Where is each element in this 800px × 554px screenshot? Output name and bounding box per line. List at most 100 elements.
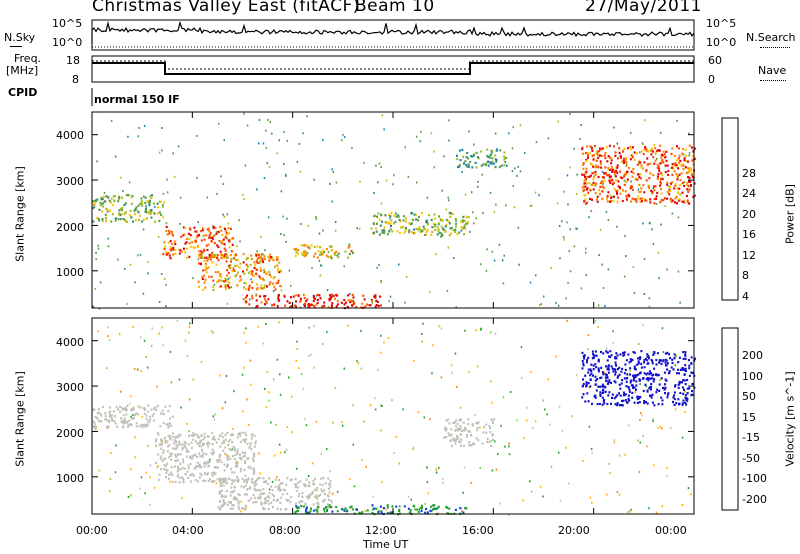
- data-cell: [207, 461, 210, 465]
- data-cell: [158, 219, 161, 223]
- data-cell: [224, 479, 227, 482]
- data-cell: [685, 393, 688, 396]
- data-cell: [290, 305, 293, 309]
- data-cell: [240, 500, 242, 503]
- data-cell: [593, 145, 596, 148]
- data-cell: [666, 466, 668, 469]
- data-cell: [398, 508, 401, 511]
- data-cell: [675, 354, 677, 357]
- data-cell: [228, 232, 230, 235]
- data-cell: [655, 511, 658, 514]
- data-cell: [224, 284, 227, 287]
- data-cell: [617, 180, 620, 183]
- data-cell: [387, 337, 390, 339]
- data-cell: [394, 212, 397, 215]
- data-cell: [627, 394, 630, 397]
- data-cell: [688, 144, 691, 147]
- data-cell: [379, 505, 382, 508]
- data-cell: [177, 145, 180, 148]
- data-cell: [559, 499, 562, 502]
- power-cb-tick-28: 28: [742, 167, 756, 180]
- data-cell: [623, 351, 626, 354]
- data-cell: [217, 438, 220, 441]
- data-cell: [389, 295, 392, 298]
- data-cell: [352, 296, 355, 299]
- data-cell: [213, 418, 216, 421]
- data-cell: [259, 489, 262, 492]
- data-cell: [161, 149, 163, 152]
- data-cell: [392, 222, 395, 225]
- data-cell: [569, 112, 571, 115]
- data-cell: [679, 179, 682, 182]
- data-cell: [686, 201, 689, 204]
- data-cell: [165, 222, 168, 225]
- data-cell: [108, 339, 111, 342]
- data-cell: [267, 499, 269, 502]
- data-cell: [626, 377, 629, 380]
- data-cell: [268, 259, 271, 262]
- data-cell: [414, 508, 416, 511]
- data-cell: [444, 428, 447, 431]
- data-cell: [225, 278, 228, 281]
- data-cell: [273, 285, 276, 288]
- data-cell: [408, 511, 411, 514]
- data-cell: [675, 372, 678, 375]
- data-cell: [232, 237, 235, 240]
- data-cell: [674, 408, 677, 411]
- data-cell: [226, 503, 229, 506]
- data-cell: [215, 263, 218, 266]
- data-cell: [332, 294, 335, 297]
- data-cell: [529, 281, 532, 284]
- data-cell: [208, 275, 210, 278]
- data-cell: [305, 424, 308, 427]
- data-cell: [101, 197, 104, 200]
- data-cell: [224, 249, 227, 252]
- data-cell: [285, 483, 288, 486]
- data-cell: [490, 162, 493, 165]
- data-cell: [677, 386, 680, 389]
- data-cell: [682, 357, 685, 360]
- data-cell: [417, 228, 420, 231]
- data-cell: [668, 186, 670, 189]
- data-cell: [184, 226, 187, 229]
- data-cell: [232, 445, 235, 449]
- data-cell: [380, 281, 382, 284]
- data-cell: [681, 200, 684, 203]
- data-cell: [322, 500, 325, 503]
- data-cell: [351, 300, 354, 303]
- data-cell: [336, 303, 339, 306]
- data-cell: [258, 119, 261, 121]
- data-cell: [637, 357, 639, 360]
- data-cell: [278, 487, 280, 490]
- data-cell: [127, 194, 130, 197]
- data-cell: [669, 198, 672, 201]
- data-cell: [119, 218, 122, 221]
- data-cell: [278, 270, 281, 274]
- data-cell: [101, 218, 104, 221]
- data-cell: [488, 156, 491, 159]
- data-cell: [229, 254, 232, 257]
- data-cell: [637, 362, 640, 365]
- data-cell: [628, 399, 631, 402]
- data-cell: [616, 190, 618, 193]
- data-cell: [196, 234, 199, 237]
- data-cell: [595, 198, 598, 201]
- data-cell: [452, 229, 455, 232]
- data-cell: [616, 192, 619, 195]
- data-cell: [584, 194, 587, 197]
- data-cell: [447, 432, 450, 435]
- data-cell: [625, 401, 628, 404]
- data-cell: [198, 262, 200, 265]
- data-cell: [317, 502, 320, 505]
- data-cell: [393, 452, 395, 454]
- data-cell: [375, 299, 378, 302]
- data-cell: [157, 235, 160, 238]
- data-cell: [235, 460, 238, 464]
- data-cell: [692, 195, 695, 199]
- data-cell: [591, 350, 594, 353]
- data-cell: [590, 372, 593, 375]
- data-cell: [607, 219, 610, 221]
- data-cell: [664, 197, 666, 200]
- data-cell: [655, 197, 657, 200]
- data-cell: [259, 269, 262, 272]
